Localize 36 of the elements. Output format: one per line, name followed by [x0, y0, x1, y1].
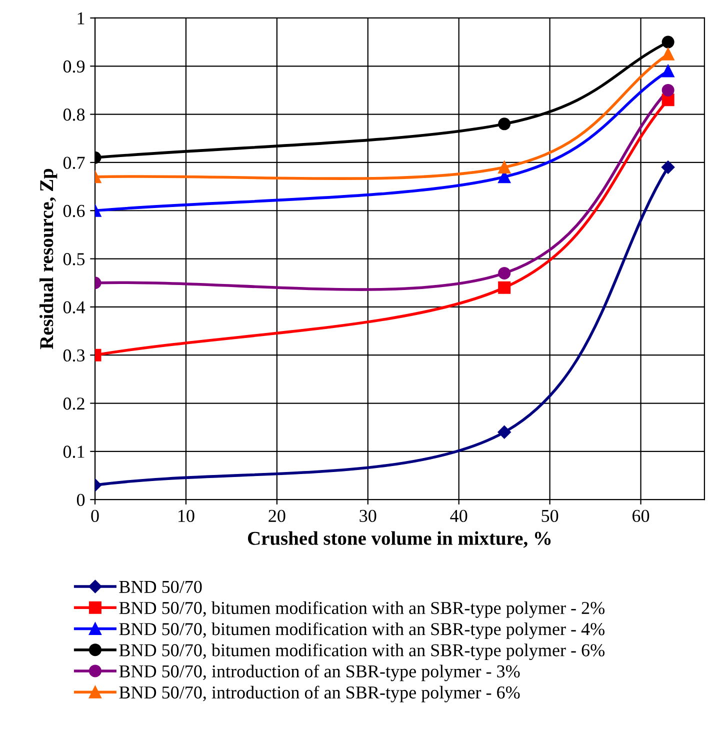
point: [498, 161, 511, 174]
legend-label: BND 50/70, introduction of an SBR-type polymer - 3%: [119, 664, 520, 682]
x-tick-label: 30: [360, 510, 376, 522]
y-tick-label: 0.6: [63, 204, 85, 218]
point: [662, 36, 674, 48]
point: [498, 266, 511, 280]
point: [662, 84, 674, 96]
point: [498, 426, 511, 439]
legend-label: BND 50/70, bitumen modification with an SBR-type polymer - 6%: [119, 643, 604, 660]
y-tick-label: 0.7: [63, 156, 85, 169]
legend-label: BND 50/70, bitumen modification with an SBR-type polymer - 2%: [119, 601, 604, 618]
y-tick-label: 0.9: [63, 60, 85, 73]
y-tick-label: 0.8: [63, 108, 85, 121]
legend-label: BND 50/70: [119, 580, 202, 594]
point: [661, 160, 675, 174]
y-tick-label: 0: [76, 494, 85, 506]
x-tick-label: 0: [91, 510, 99, 522]
point: [662, 64, 674, 78]
point: [498, 281, 511, 294]
y-axis-title: Residual resource, Zp: [40, 168, 58, 350]
point: [498, 118, 511, 130]
y-tick-label: 0.5: [63, 253, 85, 266]
legend-label: BND 50/70, bitumen modification with an SBR-type polymer - 4%: [119, 622, 604, 639]
x-tick-label: 20: [268, 510, 286, 522]
y-tick-label: 0.4: [63, 301, 85, 314]
point: [662, 48, 674, 60]
y-tick-label: 0.3: [63, 349, 85, 362]
x-tick-label: 50: [542, 510, 558, 522]
y-tick-label: 0.2: [63, 398, 84, 410]
x-axis-title: Crushed stone volume in mixture, %: [248, 531, 551, 548]
legend-label: BND 50/70, introduction of an SBR-type polymer - 6%: [119, 686, 520, 702]
x-tick-label: 10: [178, 510, 194, 522]
x-tick-label: 60: [632, 510, 650, 522]
x-tick-label: 40: [450, 510, 468, 522]
y-tick-label: 0.1: [63, 446, 84, 458]
y-tick-label: 1: [78, 12, 84, 24]
